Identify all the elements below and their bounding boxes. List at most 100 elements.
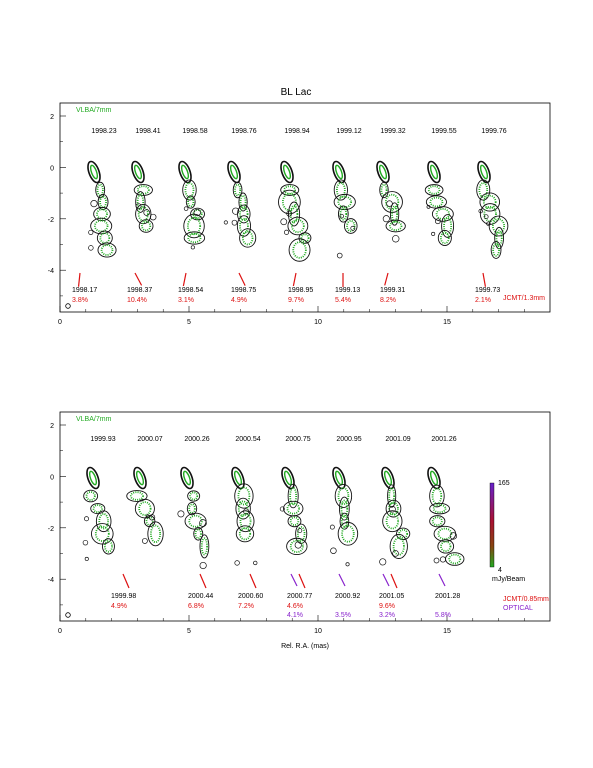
top-jet-blob xyxy=(344,218,358,234)
bot-jet-noise xyxy=(329,524,335,530)
bot-jet-core xyxy=(281,466,295,490)
top-jet-blob-fill xyxy=(289,204,299,224)
top-jet-blob xyxy=(95,181,106,199)
bot-jet-blob xyxy=(193,527,204,541)
bottom-panel: VLBA/7mm 2 0 -2 -4 0 5 10 15 1999.93 2000.07 200… xyxy=(48,411,551,650)
bot-jet-blob xyxy=(385,499,402,518)
top-epoch-label: 1999.55 xyxy=(431,128,456,135)
top-epoch-label: 1998.23 xyxy=(91,128,116,135)
bot-jet-noise xyxy=(84,556,89,561)
top-epoch-label: 1999.12 xyxy=(336,128,361,135)
bot-jet-noise xyxy=(439,556,447,563)
bot-y-tick-label: -4 xyxy=(48,577,54,584)
bot-y-tick-label: 2 xyxy=(50,423,54,430)
top-jet-core xyxy=(280,160,294,184)
top-jet-blob-fill xyxy=(241,230,254,246)
top-jet-blob xyxy=(93,206,111,222)
bot-jet-blob-fill xyxy=(189,491,199,501)
top-jet-noise xyxy=(190,245,195,250)
bottom-pol-epoch: 1999.98 xyxy=(111,593,136,600)
top-jet-noise xyxy=(90,200,98,208)
bot-jet-noise xyxy=(141,538,148,544)
bottom-pol-percent-red: 6.8% xyxy=(188,603,204,610)
bot-jet-blob xyxy=(102,538,115,555)
colorbar-gradient xyxy=(489,482,495,568)
bottom-pol-epoch: 2000.92 xyxy=(335,593,360,600)
top-jet-blob xyxy=(97,193,109,211)
top-polarization: 1998.17 3.8% 1998.37 10.4% 1998.54 3.1% 1998.7… xyxy=(65,272,500,309)
top-pol-vector xyxy=(182,272,187,287)
bottom-jet-images xyxy=(82,466,465,570)
bot-jet-blob xyxy=(126,490,148,502)
top-jet-core-inner xyxy=(229,164,239,180)
top-jet-blob-fill xyxy=(495,229,503,247)
bot-jet-blob-fill xyxy=(340,514,348,528)
top-jet-blob xyxy=(389,202,400,226)
bottom-pol-vector-optical xyxy=(438,573,446,587)
top-jet-blob-fill xyxy=(290,218,305,234)
top-jet-noise xyxy=(135,203,142,210)
bot-jet-blob-fill xyxy=(129,491,144,501)
bot-jet-blob-fill xyxy=(289,516,300,526)
top-jet-blob-fill xyxy=(141,220,152,232)
top-jet-noise xyxy=(149,213,157,221)
top-jet-blob-fill xyxy=(292,241,307,259)
top-y-axis: 2 0 -2 -4 xyxy=(48,114,66,297)
top-jet-blob-fill xyxy=(346,219,356,233)
bot-jet-image xyxy=(126,466,164,547)
top-jet-blob xyxy=(338,205,349,223)
bot-jet-blob-fill xyxy=(398,528,409,539)
bottom-epoch-label: 2000.95 xyxy=(336,436,361,443)
top-jet-blob-fill xyxy=(239,194,247,210)
bottom-survey-label: VLBA/7mm xyxy=(76,416,112,423)
bot-jet-image xyxy=(231,466,258,566)
top-jet-noise xyxy=(336,252,343,259)
top-jet-blob-fill xyxy=(137,206,149,222)
top-jet-image xyxy=(278,160,312,262)
top-jet-blob-fill xyxy=(384,193,400,211)
top-jet-core-inner xyxy=(429,164,439,180)
top-jet-blob-fill xyxy=(380,183,388,197)
bottom-panel-frame xyxy=(59,411,551,622)
bot-jet-noise xyxy=(294,541,302,549)
bottom-pol-epoch: 2000.77 xyxy=(287,593,312,600)
top-panel: VLBA/7mm 20-2-4 0 5 10 15 1998.23 1998.41 199… xyxy=(48,102,551,326)
bot-jet-core-inner xyxy=(182,470,192,486)
bot-jet-image xyxy=(427,466,465,566)
bot-jet-blob-fill xyxy=(286,502,300,515)
bot-y-tick-label: -2 xyxy=(48,526,54,533)
top-y-tick-label: -4 xyxy=(48,268,54,275)
bot-jet-blob-fill xyxy=(138,501,152,517)
top-jet-image xyxy=(476,160,509,259)
bottom-pol-vector-optical xyxy=(382,573,390,587)
bot-jet-blob-fill xyxy=(432,504,447,514)
top-jet-blob xyxy=(96,230,113,246)
top-x-tick-label: 15 xyxy=(443,319,451,326)
bot-jet-core-inner xyxy=(429,470,439,486)
bot-jet-noise xyxy=(177,510,185,518)
top-jet-noise xyxy=(486,221,491,226)
top-pol-percent: 3.1% xyxy=(178,297,194,304)
top-jet-core-inner xyxy=(89,164,99,180)
bottom-epoch-label: 2001.26 xyxy=(431,436,456,443)
x-axis-label: Rel. R.A. (mas) xyxy=(281,643,329,650)
top-pol-percent: 3.8% xyxy=(72,297,88,304)
top-beam-icon xyxy=(65,303,71,309)
bot-jet-noise xyxy=(145,514,150,519)
bottom-pol-epoch: 2001.05 xyxy=(379,593,404,600)
top-jet-core-inner xyxy=(334,164,344,180)
top-jet-blob-fill xyxy=(429,196,444,208)
top-jet-noise xyxy=(431,231,436,236)
top-jet-blob-fill xyxy=(281,192,297,212)
top-jet-blob-fill xyxy=(389,220,403,232)
top-jet-blob-fill xyxy=(482,194,497,210)
top-jet-blob-fill xyxy=(96,183,104,197)
bot-jet-blob-fill xyxy=(194,528,202,540)
bottom-pol-percent-red: 9.6% xyxy=(379,603,395,610)
top-pol-vector xyxy=(482,272,487,287)
bottom-pol-percent-red: 7.2% xyxy=(238,603,254,610)
top-pol-epoch: 1998.17 xyxy=(72,287,97,294)
top-jet-blob-fill xyxy=(439,231,450,245)
bot-jet-blob-fill xyxy=(98,512,109,530)
top-x-tick-label: 10 xyxy=(314,319,322,326)
